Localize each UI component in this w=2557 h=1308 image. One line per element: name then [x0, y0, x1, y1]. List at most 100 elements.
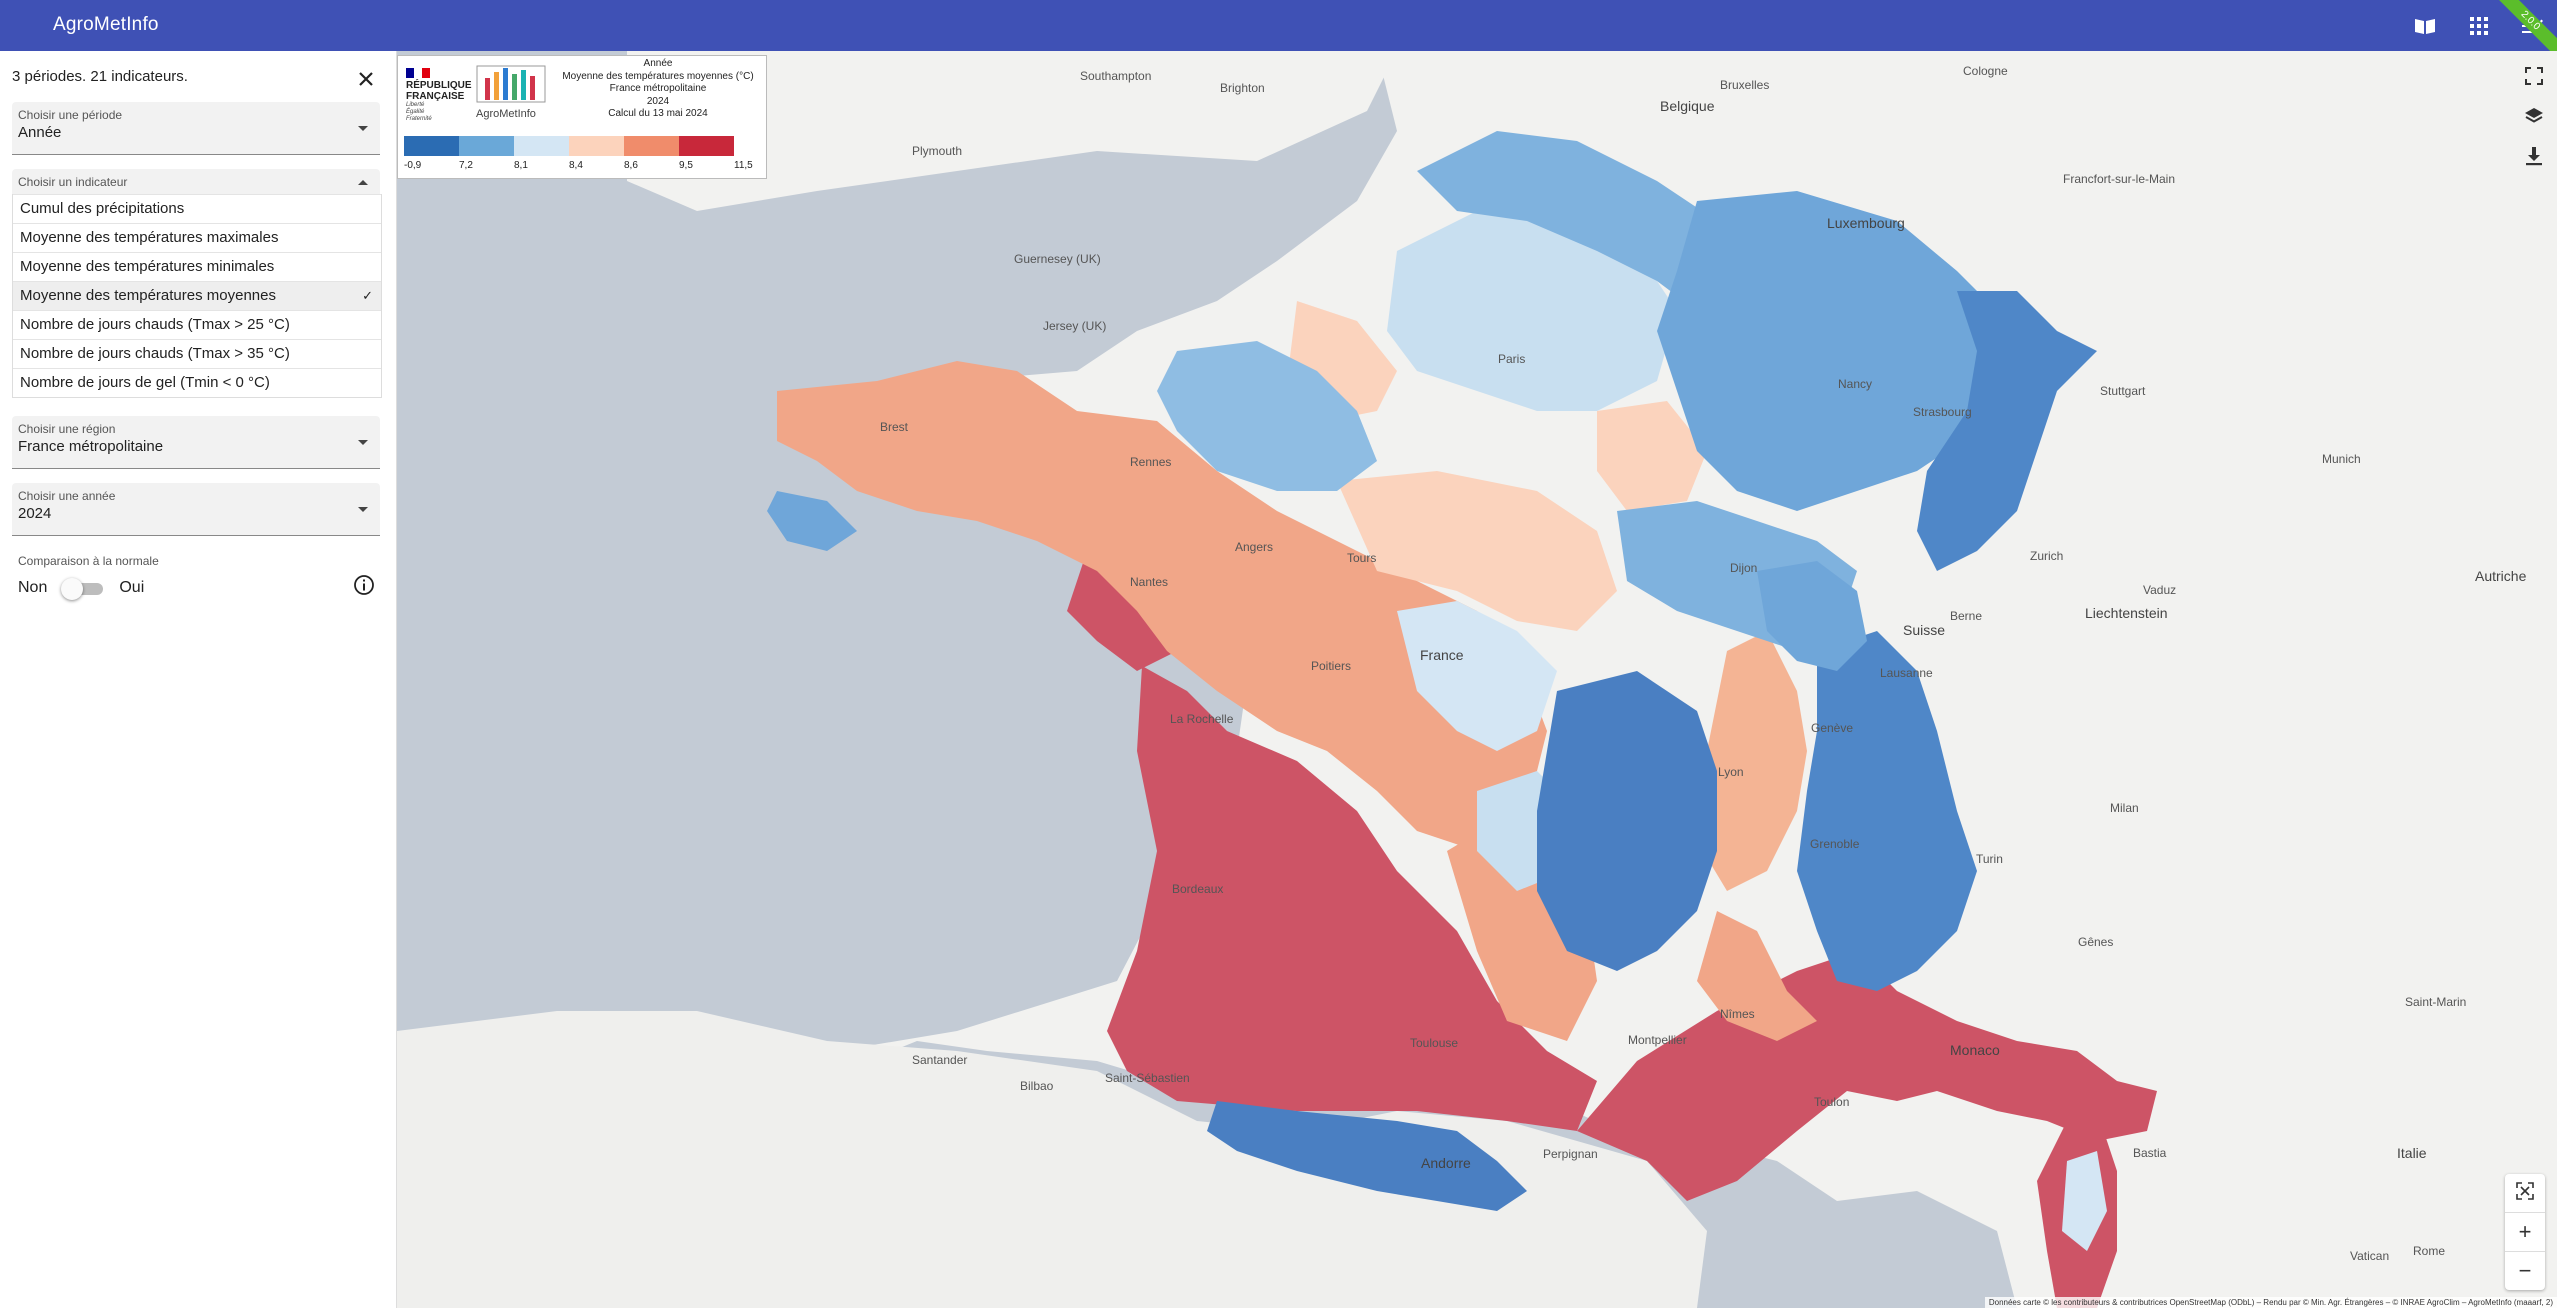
place-label: Montpellier [1628, 1033, 1687, 1047]
legend-computed-date: Calcul du 13 mai 2024 [608, 108, 708, 119]
zoom-in-button[interactable]: + [2505, 1213, 2545, 1252]
layers-button[interactable] [2523, 105, 2545, 127]
place-label: France [1420, 647, 1464, 663]
period-select[interactable]: Choisir une période Année [12, 102, 380, 155]
place-label: Bruxelles [1720, 78, 1770, 92]
app-title[interactable]: AgroMetInfo [53, 14, 159, 35]
region-salmon-rhone [1697, 911, 1817, 1041]
comparison-toggle-row: Non Oui [18, 577, 144, 600]
indicator-option[interactable]: Nombre de jours de gel (Tmin < 0 °C) [13, 368, 381, 397]
region-lightblue-north [1387, 211, 1677, 411]
place-label: Saint-Sébastien [1105, 1071, 1190, 1085]
legend-tick-label: 9,5 [679, 160, 693, 171]
apps-grid-icon[interactable] [2467, 14, 2491, 38]
region-peach-champagne [1597, 401, 1707, 511]
region-blue-pyrenees [1207, 1101, 1527, 1211]
motto-line-1: Liberté [406, 102, 425, 108]
chevron-up-icon [358, 180, 368, 185]
chevron-down-icon [358, 440, 368, 445]
motto-line-2: Égalité [406, 109, 425, 115]
region-blue-north [1417, 131, 1737, 311]
legend-tick-label: 7,2 [459, 160, 473, 171]
indicator-select-label: Choisir un indicateur [18, 175, 128, 189]
place-label: Southampton [1080, 69, 1152, 83]
place-label: Zurich [2030, 549, 2064, 563]
zoom-out-button[interactable]: − [2518, 1258, 2532, 1283]
place-label: Rennes [1130, 455, 1172, 469]
indicator-option[interactable]: Moyenne des températures minimales [13, 252, 381, 281]
region-peach-centre [1337, 471, 1617, 631]
region-blue-normandy [1157, 341, 1377, 491]
map-view[interactable]: Luxembourg Belgique Bruxelles Paris France Su… [397, 51, 2557, 1308]
region-darkblue-massif [1537, 671, 1717, 971]
republique-line-2: FRANÇAISE [406, 91, 465, 102]
switch-knob[interactable] [61, 578, 84, 600]
place-label: Saint-Marin [2405, 995, 2467, 1009]
region-salmon-valley [1697, 631, 1807, 891]
indicator-option-label: Moyenne des températures moyennes [20, 287, 276, 304]
sidebar: 3 périodes. 21 indicateurs. Choisir une … [0, 51, 397, 1308]
legend-period: Année [643, 58, 673, 69]
legend-region: France métropolitaine [609, 83, 707, 94]
indicator-option[interactable]: Moyenne des températures maximales [13, 223, 381, 252]
indicator-option[interactable]: Moyenne des températures moyennes ✓ [13, 281, 381, 310]
place-label: Brest [880, 420, 909, 434]
year-select-value: 2024 [18, 505, 52, 522]
place-label: Santander [912, 1053, 968, 1067]
legend-tick-labels: -0,9 7,2 8,1 8,4 8,6 9,5 11,5 [404, 160, 760, 172]
info-icon[interactable] [353, 574, 375, 596]
place-label: Genève [1811, 721, 1854, 735]
legend-tick-label: -0,9 [404, 160, 422, 171]
book-icon[interactable] [2413, 14, 2437, 38]
place-label: Paris [1498, 352, 1526, 366]
agrometinfo-logo-icon [476, 65, 546, 103]
comparison-label: Comparaison à la normale [18, 554, 159, 568]
place-label: Francfort-sur-le-Main [2063, 172, 2176, 186]
app-bar: AgroMetInfo 2.0.0 [0, 0, 2557, 65]
place-label: Liechtenstein [2085, 605, 2168, 621]
year-select-label: Choisir une année [18, 489, 116, 503]
legend-tick-label: 11,5 [734, 160, 753, 171]
place-label: Vaduz [2143, 583, 2177, 597]
indicator-option-label: Moyenne des températures minimales [20, 258, 275, 275]
french-flag-icon [406, 68, 430, 78]
map-canvas[interactable] [397, 51, 2557, 1308]
period-select-label: Choisir une période [18, 108, 123, 122]
place-label: Strasbourg [1913, 405, 1972, 419]
reset-view-button[interactable] [2505, 1174, 2545, 1213]
place-label: Rome [2413, 1244, 2446, 1258]
place-label: Berne [1950, 609, 1983, 623]
place-label: Guernesey (UK) [1014, 252, 1101, 266]
region-select-value: France métropolitaine [18, 438, 164, 455]
place-label: Bordeaux [1172, 882, 1224, 896]
fullscreen-button[interactable] [2523, 65, 2545, 87]
indicator-option[interactable]: Nombre de jours chauds (Tmax > 25 °C) [13, 310, 381, 339]
chevron-down-icon [358, 507, 368, 512]
agrometinfo-logo-text: AgroMetInfo [476, 108, 536, 120]
place-label: Andorre [1421, 1155, 1471, 1171]
sidebar-summary: 3 périodes. 21 indicateurs. [12, 68, 188, 85]
comparison-switch[interactable] [61, 577, 105, 600]
download-icon [2526, 147, 2542, 166]
region-select[interactable]: Choisir une région France métropolitaine [12, 416, 380, 469]
legend-tick-label: 8,6 [624, 160, 638, 171]
indicator-option-label: Nombre de jours chauds (Tmax > 35 °C) [20, 345, 290, 362]
close-sidebar-button[interactable] [356, 69, 376, 89]
legend-color-swatch [624, 136, 679, 156]
download-button[interactable] [2523, 145, 2545, 167]
indicator-option[interactable]: Nombre de jours chauds (Tmax > 35 °C) [13, 339, 381, 368]
year-select[interactable]: Choisir une année 2024 [12, 483, 380, 536]
legend-description: Année Moyenne des températures moyennes … [558, 58, 758, 121]
chevron-down-icon [358, 126, 368, 131]
legend-color-swatch [404, 136, 459, 156]
legend-color-scale [404, 136, 734, 156]
map-attribution: Données carte © les contributeurs & cont… [1984, 1297, 2557, 1308]
indicator-option[interactable]: Cumul des précipitations [13, 194, 381, 223]
place-label: Nancy [1838, 377, 1873, 391]
expand-icon [2516, 1182, 2534, 1200]
place-label: Jersey (UK) [1043, 319, 1107, 333]
indicator-select[interactable]: Choisir un indicateur [12, 169, 380, 195]
region-corsica-highlands [2062, 1151, 2107, 1251]
legend-color-swatch [679, 136, 734, 156]
place-label: Lyon [1718, 765, 1744, 779]
